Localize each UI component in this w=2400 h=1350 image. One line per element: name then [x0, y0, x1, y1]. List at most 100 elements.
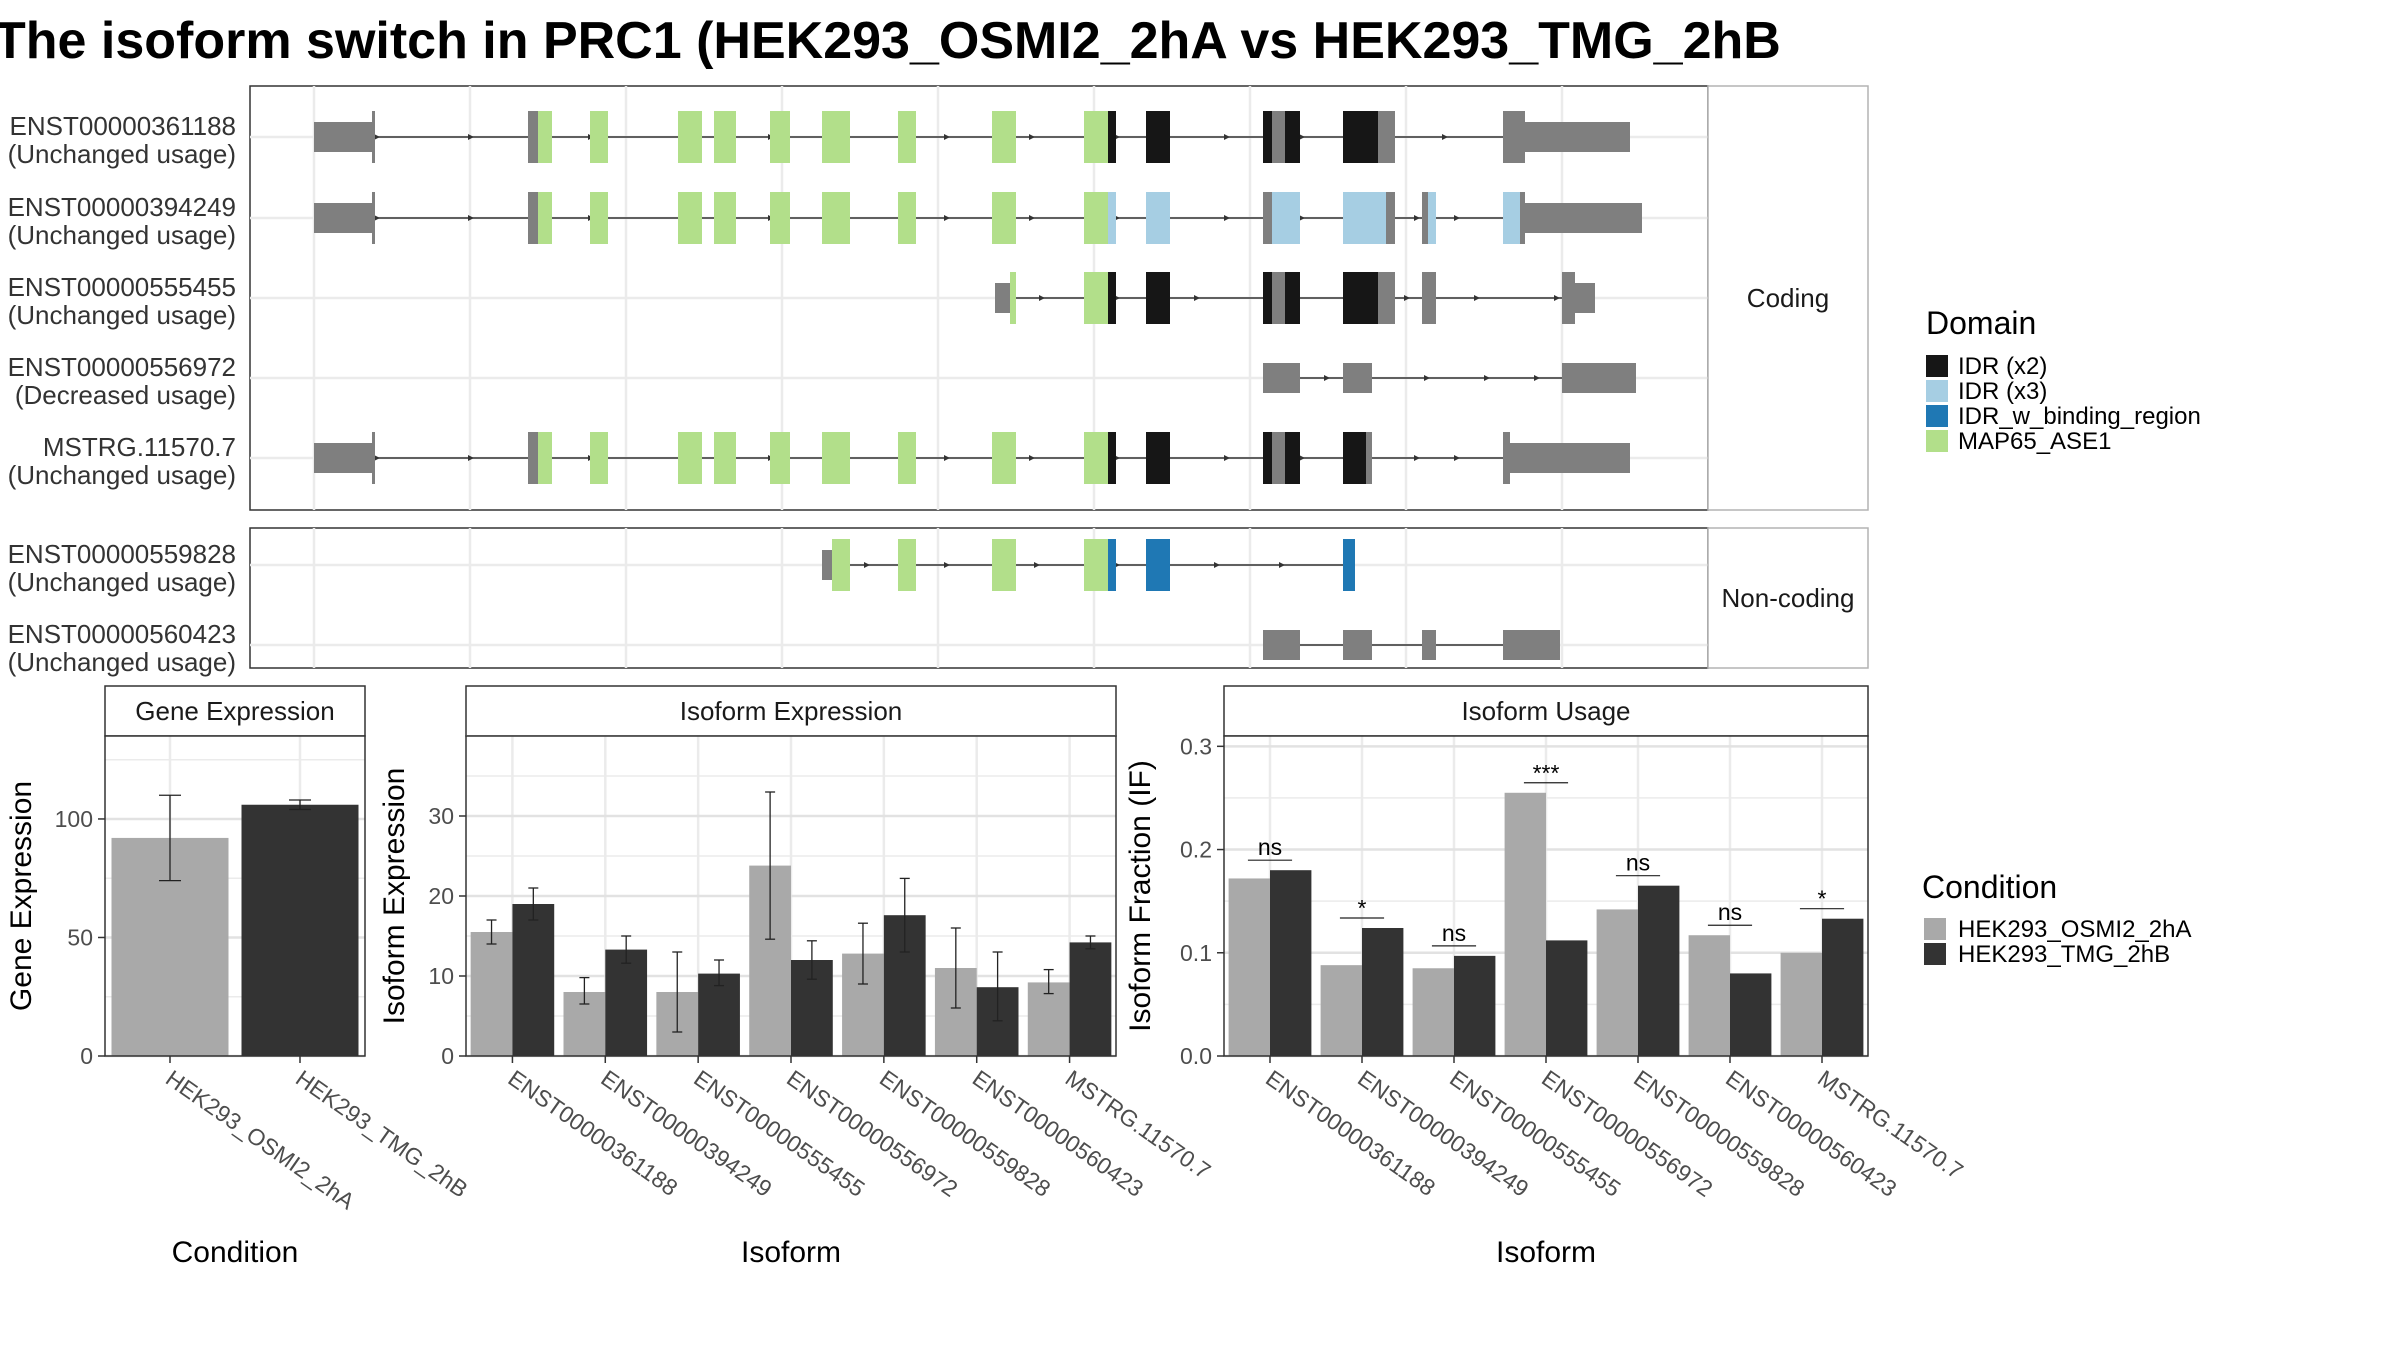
exon-block	[770, 111, 790, 163]
chart-title: Gene Expression	[135, 696, 334, 726]
y-tick-label: 0.3	[1180, 733, 1212, 759]
legend-label-idr-x3: IDR (x3)	[1958, 378, 2047, 405]
exon-block	[538, 111, 552, 163]
exon-block	[1146, 192, 1170, 244]
structure-panel-bg	[249, 527, 1709, 669]
exon-block	[1350, 539, 1355, 591]
exon-block	[992, 432, 1016, 484]
intron-arrow	[1214, 562, 1220, 568]
exon-block	[1343, 539, 1350, 591]
intron-arrow	[468, 215, 474, 221]
exon-block	[1525, 203, 1642, 233]
intron-arrow	[1299, 134, 1305, 140]
x-axis-title: Isoform	[741, 1236, 841, 1269]
exon-block	[1562, 363, 1636, 393]
y-tick-label: 0.2	[1180, 837, 1212, 863]
intron-arrow	[1442, 134, 1448, 140]
bar	[1362, 928, 1404, 1056]
intron-arrow	[1474, 295, 1480, 301]
y-tick-label: 30	[428, 803, 454, 829]
exon-block	[992, 539, 1016, 591]
significance-label: ***	[1533, 760, 1560, 786]
isoform-label: ENST00000560423 (Unchanged usage)	[8, 619, 236, 677]
exon-block	[1272, 111, 1285, 163]
intron-arrow	[1404, 295, 1410, 301]
intron-arrow	[944, 455, 950, 461]
exon-block	[1084, 432, 1108, 484]
exon-block	[678, 192, 702, 244]
intron-arrow	[1029, 134, 1035, 140]
domain-legend-title: Domain	[1926, 305, 2036, 341]
intron-arrow	[1554, 295, 1560, 301]
y-tick-label: 50	[67, 924, 93, 950]
significance-label: ns	[1442, 920, 1466, 946]
legend-label-idr-x2: IDR (x2)	[1958, 353, 2047, 380]
chart-strip	[1223, 685, 1869, 737]
exon-block	[1285, 111, 1300, 163]
isoform-label: ENST00000394249 (Unchanged usage)	[8, 192, 236, 250]
intron-arrow	[944, 134, 950, 140]
intron-arrow	[1279, 562, 1285, 568]
legend-label-tmg: HEK293_TMG_2hB	[1958, 941, 2170, 968]
x-axis-title: Isoform	[1496, 1236, 1596, 1269]
condition-legend-title: Condition	[1922, 869, 2057, 905]
y-axis-title: Gene Expression	[5, 781, 38, 1011]
legend-label-map65: MAP65_ASE1	[1958, 428, 2111, 455]
exon-block	[714, 432, 736, 484]
exon-block	[372, 432, 375, 484]
legend-label-idr-binding: IDR_w_binding_region	[1958, 403, 2201, 430]
exon-block	[1084, 192, 1108, 244]
exon-block	[1343, 272, 1378, 324]
exon-block	[1343, 630, 1372, 660]
exon-block	[372, 111, 375, 163]
exon-block	[1343, 432, 1366, 484]
bar	[241, 804, 359, 1056]
y-tick-label: 0	[441, 1043, 454, 1069]
x-tick-label: ENST00000361188	[504, 1065, 683, 1201]
exon-block	[1146, 432, 1170, 484]
intron-arrow	[468, 134, 474, 140]
exon-block	[1146, 111, 1170, 163]
exon-block	[1263, 630, 1300, 660]
condition-legend: Condition HEK293_OSMI2_2hA HEK293_TMG_2h…	[1922, 869, 2191, 968]
intron-arrow	[1224, 215, 1230, 221]
exon-block	[678, 432, 702, 484]
y-tick-label: 10	[428, 963, 454, 989]
exon-block	[1272, 432, 1285, 484]
chart-panel-border	[104, 735, 366, 1057]
intron-arrow	[1454, 455, 1460, 461]
facet-strip	[1707, 85, 1869, 511]
isoform-expression-chart: Isoform Expression 0 10 20 30 ENST00000361188…	[378, 685, 1216, 1269]
x-tick-label: ENST00000560423	[1721, 1065, 1901, 1202]
y-tick-label: 100	[55, 806, 93, 832]
bar	[512, 904, 555, 1056]
y-tick-label: 0.0	[1180, 1043, 1212, 1069]
intron-arrow	[374, 215, 380, 221]
exon-block	[1108, 192, 1116, 244]
chart-strip	[465, 685, 1117, 737]
exon-block	[538, 432, 552, 484]
y-tick-label: 0.1	[1180, 940, 1212, 966]
bar	[1069, 942, 1112, 1056]
exon-block	[1272, 192, 1285, 244]
exon-block	[1503, 630, 1560, 660]
exon-block	[1503, 111, 1525, 163]
intron-arrow	[1194, 295, 1200, 301]
intron-arrow	[1414, 455, 1420, 461]
intron-arrow	[374, 455, 380, 461]
intron-arrow	[1534, 375, 1540, 381]
isoform-label: ENST00000555455 (Unchanged usage)	[8, 272, 236, 330]
exon-block	[1386, 192, 1395, 244]
chart-title: Isoform Usage	[1461, 696, 1630, 726]
exon-block	[678, 111, 702, 163]
exon-block	[832, 539, 850, 591]
exon-block	[314, 203, 372, 233]
isoform-label: MSTRG.11570.7 (Unchanged usage)	[8, 432, 236, 490]
exon-block	[1146, 539, 1170, 591]
intron-arrow	[1029, 455, 1035, 461]
x-tick-label: ENST00000394249	[596, 1065, 776, 1202]
intron-arrow	[468, 455, 474, 461]
bar	[1228, 878, 1270, 1056]
exon-block	[822, 550, 832, 580]
